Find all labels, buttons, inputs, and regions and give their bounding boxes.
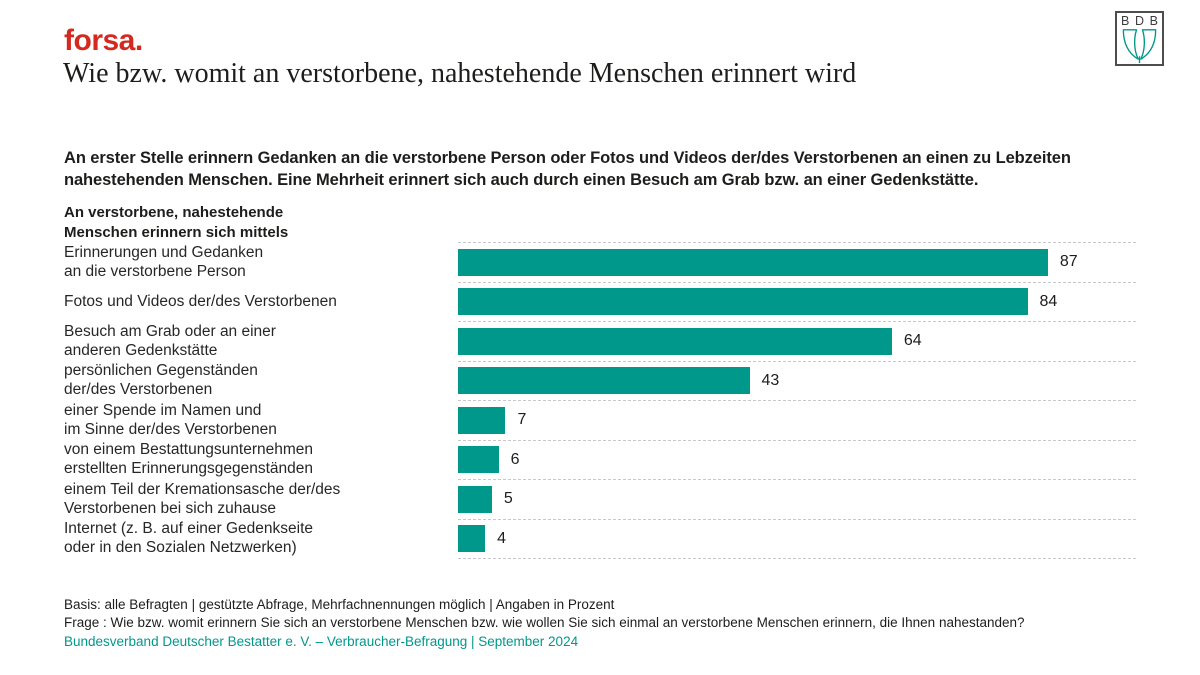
bar-value: 43 — [761, 371, 780, 389]
bar — [458, 327, 892, 355]
chart-subtitle: An erster Stelle erinnern Gedanken an di… — [64, 149, 1071, 189]
forsa-logo: forsa. — [64, 24, 143, 57]
bar-row: Fotos und Videos der/des Verstorbenen 84 — [64, 281, 1136, 322]
bar — [458, 446, 499, 474]
bar-track: 7 — [458, 400, 1136, 440]
bar-track: 4 — [458, 518, 1136, 559]
bar-value: 84 — [1039, 292, 1058, 310]
bdb-logo-letters: B D B — [1120, 15, 1159, 28]
bar-row: Besuch am Grab oder an einer anderen Ged… — [64, 321, 1136, 361]
chart-baseline — [458, 558, 1136, 559]
bar-label: Erinnerungen und Gedanken an die verstor… — [64, 243, 264, 280]
bar — [458, 406, 506, 434]
bar-value: 6 — [510, 450, 520, 468]
question-note: Frage : Wie bzw. womit erinnern Sie sich… — [64, 614, 1025, 630]
basis-note: Basis: alle Befragten | gestützte Abfrag… — [64, 597, 615, 612]
bar-label: Fotos und Videos der/des Verstorbenen — [64, 292, 337, 310]
page-title: Wie bzw. womit an verstorbene, nahestehe… — [63, 58, 857, 89]
bar-label: einem Teil der Kremationsasche der/des V… — [64, 480, 341, 517]
bdb-letter: B — [1121, 14, 1130, 28]
bdb-letter: B — [1149, 14, 1158, 28]
bar-label: persönlichen Gegenständen der/des Versto… — [64, 362, 258, 399]
bar-row: einem Teil der Kremationsasche der/des V… — [64, 479, 1136, 519]
bar-row: von einem Bestattungsunternehmen erstell… — [64, 439, 1136, 480]
bar-label: einer Spende im Namen und im Sinne der/d… — [64, 401, 277, 438]
bar-label: Besuch am Grab oder an einer anderen Ged… — [64, 322, 276, 359]
bar-track: 87 — [458, 242, 1136, 282]
bar-value: 87 — [1059, 253, 1078, 271]
bdb-letter: D — [1134, 14, 1145, 28]
bar-label: von einem Bestattungsunternehmen erstell… — [64, 441, 314, 478]
bar-track: 5 — [458, 479, 1136, 519]
bar — [458, 485, 492, 513]
bar-value: 64 — [903, 332, 922, 350]
bar — [458, 288, 1028, 316]
bar-value: 7 — [517, 411, 527, 429]
bdb-tulip-icon — [1122, 29, 1157, 63]
bar-row: einer Spende im Namen und im Sinne der/d… — [64, 400, 1136, 440]
bar-row: persönlichen Gegenständen der/des Versto… — [64, 360, 1136, 401]
source-note: Bundesverband Deutscher Bestatter e. V. … — [64, 634, 579, 649]
bar-label: Internet (z. B. auf einer Gedenkseite od… — [64, 520, 313, 557]
bar-track: 43 — [458, 360, 1136, 401]
bar-track: 6 — [458, 439, 1136, 480]
bar — [458, 248, 1048, 276]
bar — [458, 525, 486, 553]
bar — [458, 367, 750, 395]
bar-value: 4 — [497, 529, 507, 547]
bar-row: Internet (z. B. auf einer Gedenkseite od… — [64, 518, 1136, 559]
bar-track: 84 — [458, 281, 1136, 322]
bdb-logo: B D B — [1115, 11, 1164, 66]
footer: Basis: alle Befragten | gestützte Abfrag… — [64, 596, 1174, 651]
bar-track: 64 — [458, 321, 1136, 361]
bar-row: Erinnerungen und Gedanken an die verstor… — [64, 242, 1136, 282]
chart-axis-title: An verstorbene, nahestehende Menschen er… — [64, 204, 289, 241]
bar-value: 5 — [503, 490, 513, 508]
bar-chart: Erinnerungen und Gedanken an die verstor… — [64, 242, 1136, 559]
